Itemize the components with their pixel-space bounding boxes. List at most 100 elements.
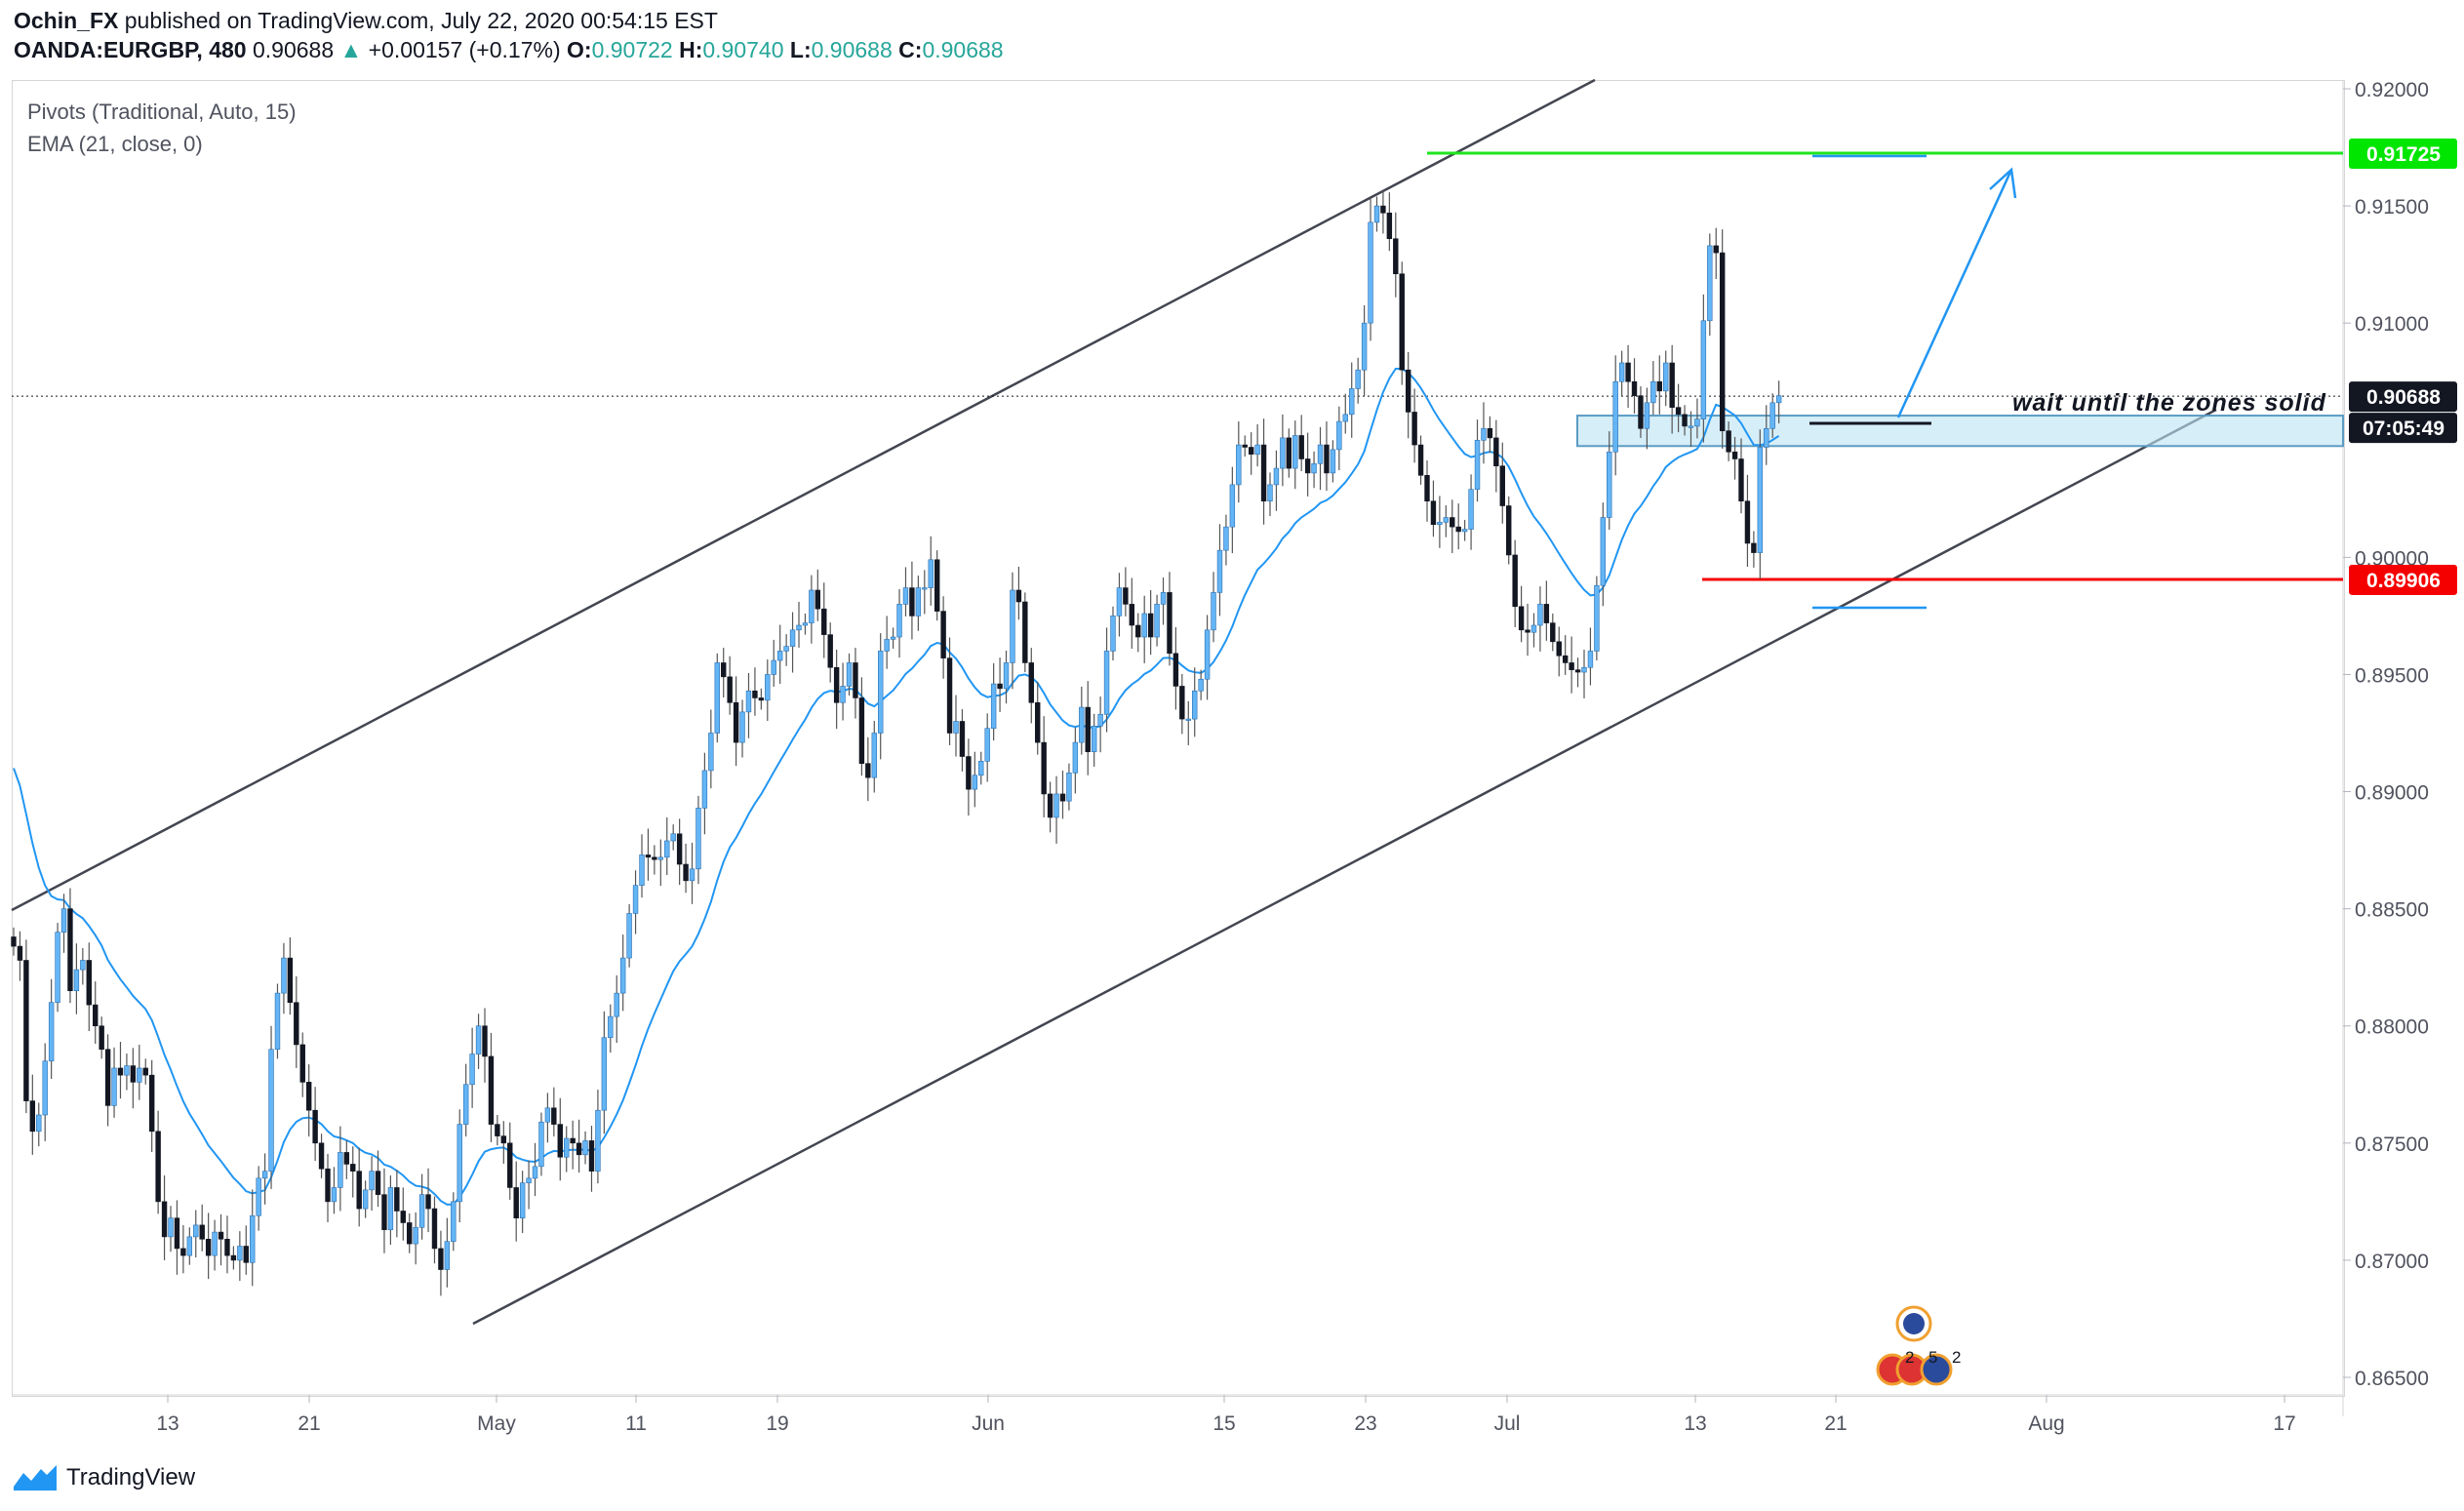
candle-down[interactable]	[752, 690, 758, 698]
candle-down[interactable]	[1499, 465, 1505, 506]
candle-up[interactable]	[168, 1217, 174, 1238]
candle-up[interactable]	[1273, 467, 1280, 486]
candle-down[interactable]	[130, 1065, 137, 1083]
candle-down[interactable]	[180, 1248, 186, 1256]
candle-down[interactable]	[495, 1124, 500, 1136]
candle-up[interactable]	[48, 1002, 55, 1062]
candle-up[interactable]	[776, 651, 783, 661]
candle-up[interactable]	[256, 1177, 261, 1216]
tradingview-logo[interactable]: TradingView	[12, 1463, 195, 1492]
candle-up[interactable]	[619, 957, 626, 994]
candle-down[interactable]	[343, 1152, 350, 1165]
candle-down[interactable]	[676, 833, 683, 865]
candle-down[interactable]	[488, 1055, 495, 1125]
candle-down[interactable]	[858, 697, 865, 765]
candle-up[interactable]	[462, 1084, 469, 1125]
candle-up[interactable]	[1317, 444, 1324, 464]
candle-up[interactable]	[953, 721, 959, 734]
candle-down[interactable]	[1424, 474, 1430, 502]
candle-down[interactable]	[148, 1074, 155, 1133]
symbol-name[interactable]: OANDA:EURGBP, 480	[14, 37, 247, 62]
candle-up[interactable]	[1537, 604, 1543, 626]
candle-down[interactable]	[218, 1231, 224, 1240]
candle-down[interactable]	[1015, 589, 1022, 603]
candle-down[interactable]	[500, 1135, 507, 1144]
candle-down[interactable]	[1751, 542, 1757, 553]
candle-up[interactable]	[701, 770, 708, 809]
candle-up[interactable]	[626, 913, 632, 959]
candle-up[interactable]	[1461, 529, 1468, 533]
candle-down[interactable]	[1731, 451, 1738, 459]
candle-up[interactable]	[978, 761, 984, 776]
candle-down[interactable]	[821, 608, 827, 635]
candle-down[interactable]	[1543, 604, 1550, 623]
candle-up[interactable]	[212, 1231, 218, 1256]
candle-up[interactable]	[1694, 418, 1700, 427]
candle-up[interactable]	[922, 587, 928, 590]
candle-up[interactable]	[387, 1187, 394, 1230]
candle-up[interactable]	[250, 1214, 256, 1263]
candle-down[interactable]	[1035, 701, 1041, 743]
candle-up[interactable]	[1198, 678, 1204, 692]
candle-up[interactable]	[840, 686, 846, 703]
candle-up[interactable]	[1091, 725, 1097, 753]
candle-down[interactable]	[1512, 554, 1518, 608]
candle-up[interactable]	[745, 690, 752, 713]
candle-up[interactable]	[1336, 420, 1342, 451]
candle-down[interactable]	[733, 701, 739, 743]
candle-down[interactable]	[1638, 395, 1644, 429]
candle-up[interactable]	[331, 1187, 338, 1203]
candle-down[interactable]	[1135, 624, 1141, 638]
candle-up[interactable]	[261, 1171, 268, 1179]
candle-up[interactable]	[1587, 651, 1594, 668]
candle-up[interactable]	[1443, 517, 1450, 523]
candle-down[interactable]	[1147, 613, 1154, 638]
channel-upper-line[interactable]	[11, 78, 1596, 912]
candle-up[interactable]	[1361, 322, 1368, 371]
candle-up[interactable]	[1079, 706, 1085, 743]
candle-down[interactable]	[1386, 212, 1393, 240]
candle-up[interactable]	[1223, 526, 1229, 551]
candle-down[interactable]	[93, 1004, 99, 1027]
candle-down[interactable]	[1569, 662, 1574, 670]
candle-down[interactable]	[588, 1140, 595, 1172]
candle-down[interactable]	[997, 683, 1003, 690]
candle-up[interactable]	[1481, 427, 1487, 441]
candle-down[interactable]	[1123, 587, 1129, 605]
candle-up[interactable]	[1103, 651, 1110, 715]
candle-down[interactable]	[1744, 500, 1751, 544]
candle-down[interactable]	[1380, 205, 1386, 214]
candle-down[interactable]	[652, 856, 657, 860]
candle-up[interactable]	[1368, 221, 1373, 324]
candle-up[interactable]	[1003, 662, 1010, 690]
candle-down[interactable]	[407, 1222, 413, 1245]
candle-up[interactable]	[765, 674, 771, 701]
candle-up[interactable]	[1216, 549, 1223, 593]
candle-up[interactable]	[990, 683, 997, 729]
candle-up[interactable]	[632, 885, 639, 914]
candle-up[interactable]	[708, 733, 714, 772]
candle-down[interactable]	[1487, 427, 1493, 439]
candle-up[interactable]	[1644, 402, 1650, 429]
candle-down[interactable]	[959, 721, 966, 757]
candle-up[interactable]	[1116, 587, 1123, 616]
candle-down[interactable]	[1556, 641, 1562, 656]
candle-up[interactable]	[457, 1124, 462, 1203]
candle-down[interactable]	[1713, 245, 1719, 254]
candle-down[interactable]	[1324, 444, 1330, 474]
candle-down[interactable]	[394, 1187, 400, 1212]
candle-down[interactable]	[1405, 369, 1411, 413]
candle-down[interactable]	[1129, 604, 1135, 626]
candle-down[interactable]	[1518, 606, 1525, 631]
ema-indicator-label[interactable]: EMA (21, close, 0)	[27, 132, 203, 156]
candle-up[interactable]	[1594, 584, 1600, 652]
candle-up[interactable]	[1581, 666, 1587, 673]
candle-up[interactable]	[614, 992, 619, 1017]
candle-down[interactable]	[243, 1246, 249, 1263]
candle-up[interactable]	[595, 1109, 601, 1172]
candle-down[interactable]	[99, 1025, 104, 1051]
candle-down[interactable]	[1675, 407, 1682, 416]
candle-down[interactable]	[1726, 430, 1731, 453]
candle-down[interactable]	[1172, 653, 1179, 687]
candle-up[interactable]	[809, 589, 815, 623]
